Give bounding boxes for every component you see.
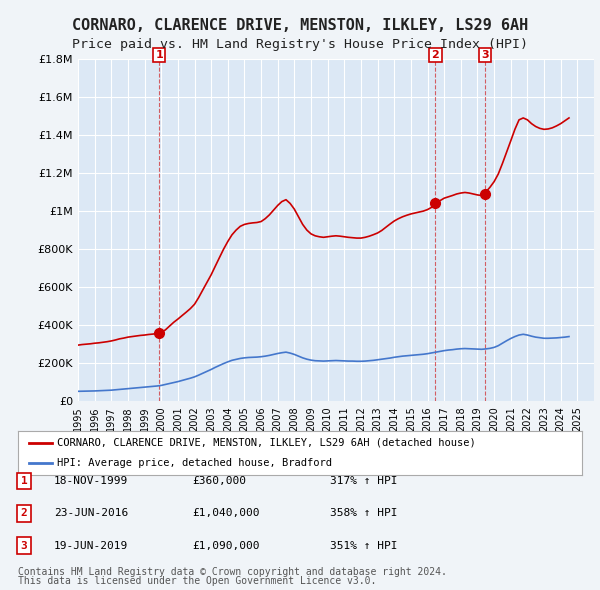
Text: Price paid vs. HM Land Registry's House Price Index (HPI): Price paid vs. HM Land Registry's House …: [72, 38, 528, 51]
Text: 2: 2: [431, 50, 439, 60]
Text: This data is licensed under the Open Government Licence v3.0.: This data is licensed under the Open Gov…: [18, 576, 376, 586]
Text: Contains HM Land Registry data © Crown copyright and database right 2024.: Contains HM Land Registry data © Crown c…: [18, 567, 447, 577]
Text: £1,040,000: £1,040,000: [192, 509, 260, 518]
Text: 358% ↑ HPI: 358% ↑ HPI: [330, 509, 398, 518]
Text: 351% ↑ HPI: 351% ↑ HPI: [330, 541, 398, 550]
Text: 317% ↑ HPI: 317% ↑ HPI: [330, 476, 398, 486]
Text: CORNARO, CLARENCE DRIVE, MENSTON, ILKLEY, LS29 6AH: CORNARO, CLARENCE DRIVE, MENSTON, ILKLEY…: [72, 18, 528, 32]
Text: £1,090,000: £1,090,000: [192, 541, 260, 550]
Text: CORNARO, CLARENCE DRIVE, MENSTON, ILKLEY, LS29 6AH (detached house): CORNARO, CLARENCE DRIVE, MENSTON, ILKLEY…: [58, 438, 476, 448]
Text: 18-NOV-1999: 18-NOV-1999: [54, 476, 128, 486]
Text: HPI: Average price, detached house, Bradford: HPI: Average price, detached house, Brad…: [58, 458, 332, 468]
Text: £360,000: £360,000: [192, 476, 246, 486]
Text: 23-JUN-2016: 23-JUN-2016: [54, 509, 128, 518]
Text: 3: 3: [20, 541, 28, 550]
Text: 1: 1: [20, 476, 28, 486]
Text: 1: 1: [155, 50, 163, 60]
Text: 3: 3: [481, 50, 489, 60]
Text: 19-JUN-2019: 19-JUN-2019: [54, 541, 128, 550]
Text: 2: 2: [20, 509, 28, 518]
